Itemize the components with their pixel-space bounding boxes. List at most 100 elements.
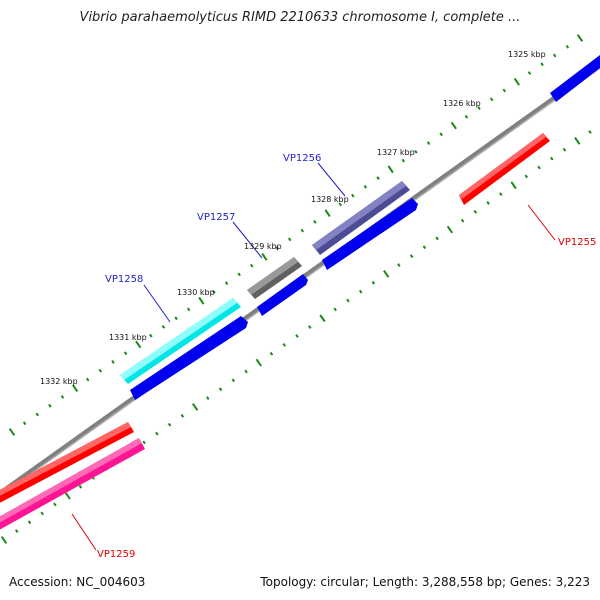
- minor-tick: [161, 325, 166, 329]
- minor-tick: [414, 149, 418, 154]
- minor-tick: [237, 272, 241, 277]
- leader-line-VP1259: [71, 513, 97, 551]
- minor-tick: [351, 193, 355, 198]
- minor-tick: [422, 245, 427, 250]
- cds-track: [130, 55, 600, 400]
- minor-tick: [346, 298, 350, 303]
- minor-tick: [537, 165, 541, 170]
- minor-tick: [98, 368, 103, 373]
- leader-line-VP1257: [232, 221, 263, 259]
- minor-tick: [295, 334, 299, 338]
- major-tick: [510, 181, 517, 190]
- inner-tick-track: [0, 130, 592, 544]
- gene-VP1259-red-bar[interactable]: [0, 422, 134, 508]
- cds-arrow[interactable]: [130, 316, 248, 400]
- minor-tick: [212, 290, 216, 294]
- minor-tick: [78, 484, 83, 489]
- minor-tick: [53, 502, 57, 507]
- minor-tick: [174, 316, 178, 321]
- minor-tick: [426, 141, 431, 145]
- minor-tick: [435, 236, 439, 241]
- cds-arrow[interactable]: [257, 274, 308, 316]
- minor-tick: [142, 440, 146, 445]
- minor-tick: [540, 62, 544, 67]
- major-tick: [191, 403, 199, 411]
- minor-tick: [186, 307, 191, 312]
- minor-tick: [40, 511, 44, 516]
- major-tick: [387, 165, 394, 174]
- leader-line-VP1255: [527, 204, 556, 241]
- minor-tick: [460, 218, 465, 223]
- minor-tick: [60, 395, 65, 399]
- kbp-label: 1327 kbp: [377, 148, 415, 157]
- minor-tick: [486, 201, 490, 205]
- major-tick: [261, 253, 268, 261]
- kbp-label: 1326 kbp: [443, 99, 481, 108]
- minor-tick: [358, 289, 363, 294]
- minor-tick: [552, 53, 557, 58]
- minor-tick: [464, 114, 469, 119]
- minor-tick: [527, 71, 532, 75]
- minor-tick: [282, 343, 287, 347]
- kbp-label: 1328 kbp: [311, 195, 349, 204]
- minor-tick: [333, 307, 337, 312]
- minor-tick: [275, 246, 279, 250]
- kbp-label: 1330 kbp: [177, 288, 215, 297]
- gene-label-VP1258[interactable]: VP1258: [105, 274, 143, 285]
- minor-tick: [376, 176, 380, 180]
- minor-tick: [48, 403, 52, 408]
- minor-tick: [439, 132, 443, 137]
- kbp-label: 1329 kbp: [244, 242, 282, 251]
- minor-tick: [473, 209, 478, 214]
- minor-tick: [85, 377, 90, 382]
- gene-label-VP1257[interactable]: VP1257: [197, 212, 235, 223]
- minor-tick: [287, 237, 292, 242]
- minor-tick: [489, 97, 494, 102]
- minor-tick: [14, 529, 19, 533]
- leader-line-VP1258: [143, 284, 171, 323]
- minor-tick: [180, 413, 185, 418]
- major-tick: [383, 270, 390, 278]
- cds-arrow[interactable]: [322, 198, 418, 270]
- major-tick: [574, 137, 581, 145]
- gene-VP1258-bar[interactable]: [120, 298, 241, 384]
- minor-tick: [269, 351, 274, 356]
- major-tick: [576, 34, 584, 42]
- accession-text: Accession: NC_004603: [9, 575, 146, 589]
- minor-tick: [565, 44, 570, 49]
- minor-tick: [499, 192, 503, 196]
- minor-tick: [300, 228, 305, 233]
- minor-tick: [167, 422, 172, 427]
- minor-tick: [27, 520, 32, 525]
- minor-tick: [562, 147, 567, 152]
- minor-tick: [155, 431, 159, 436]
- minor-tick: [250, 263, 254, 268]
- gene-label-VP1256[interactable]: VP1256: [283, 153, 321, 164]
- gene-VP1256-bar[interactable]: [312, 181, 410, 255]
- major-tick: [324, 209, 331, 217]
- gene-label-VP1259[interactable]: VP1259: [97, 549, 135, 560]
- major-tick: [135, 340, 142, 349]
- minor-tick: [218, 387, 223, 392]
- minor-tick: [363, 184, 368, 189]
- gene-VP1255-bar[interactable]: [459, 133, 550, 205]
- major-tick: [446, 225, 454, 234]
- minor-tick: [22, 421, 27, 426]
- kbp-label: 1325 kbp: [508, 50, 546, 59]
- cds-arrow[interactable]: [550, 55, 600, 102]
- minor-tick: [502, 88, 507, 93]
- minor-tick: [477, 106, 481, 110]
- gene-VP1259-bar[interactable]: [0, 438, 145, 535]
- major-tick: [8, 428, 16, 436]
- minor-tick: [244, 369, 248, 374]
- major-tick: [319, 314, 326, 323]
- map-title: Vibrio parahaemolyticus RIMD 2210633 chr…: [79, 10, 521, 25]
- minor-tick: [524, 174, 529, 179]
- major-tick: [198, 296, 205, 305]
- minor-tick: [206, 396, 210, 400]
- gene-VP1257-bar[interactable]: [247, 257, 302, 299]
- gene-label-VP1255[interactable]: VP1255: [558, 237, 596, 248]
- minor-tick: [338, 202, 342, 207]
- major-tick: [64, 491, 71, 500]
